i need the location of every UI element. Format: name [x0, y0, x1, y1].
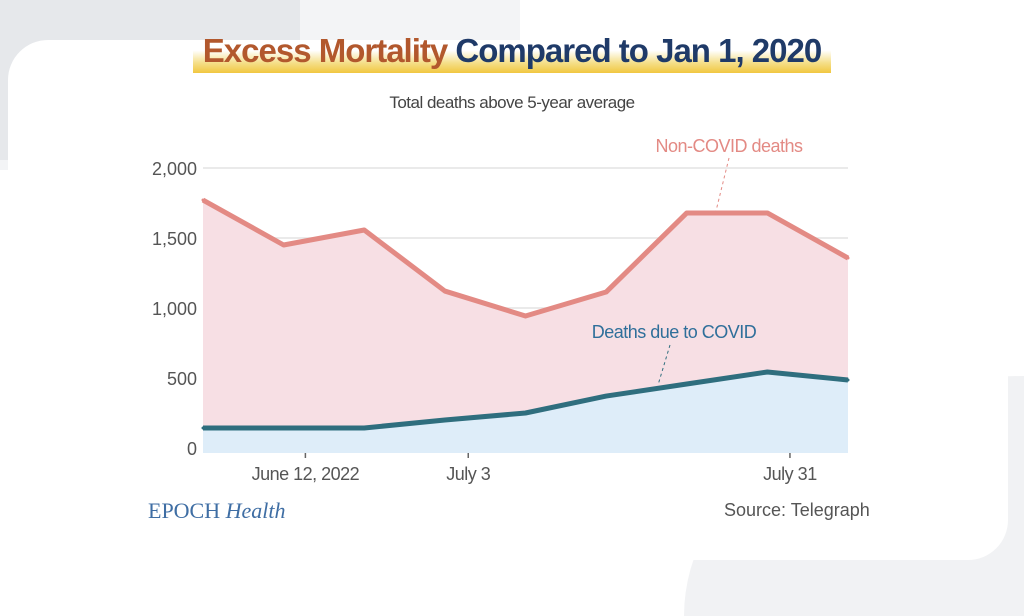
- x-tick-label: July 31: [763, 464, 817, 484]
- title-highlight: Excess Mortality: [202, 32, 448, 69]
- non-covid-area: [203, 200, 848, 428]
- non-covid-point: [443, 289, 447, 293]
- y-tick-label: 2,000: [152, 159, 197, 179]
- chart-subtitle: Total deaths above 5-year average: [389, 93, 635, 112]
- y-tick-label: 0: [187, 439, 197, 459]
- legend-label-non-covid: Non-COVID deaths: [655, 136, 803, 156]
- covid-point: [765, 370, 769, 374]
- covid-point: [846, 378, 850, 382]
- non-covid-point: [604, 290, 608, 294]
- covid-point: [524, 411, 527, 415]
- x-tick-label: July 3: [446, 464, 491, 484]
- covid-area: [203, 371, 848, 453]
- y-tick-label: 1,500: [152, 229, 197, 249]
- non-covid-point: [362, 228, 366, 232]
- logo-product: Health: [225, 498, 286, 523]
- non-covid-point: [765, 211, 769, 215]
- chart-title: Excess Mortality Compared to Jan 1, 2020: [0, 32, 1024, 73]
- covid-point: [201, 426, 205, 430]
- x-tick-label: June 12, 2022: [252, 464, 360, 484]
- title-rest: Compared to Jan 1, 2020: [455, 32, 822, 69]
- non-covid-point: [685, 211, 689, 215]
- source-note: Source: Telegraph: [724, 500, 870, 520]
- covid-point: [282, 426, 286, 430]
- y-tick-label: 1,000: [152, 299, 197, 319]
- covid-point: [362, 426, 366, 430]
- leader-line: [715, 157, 730, 212]
- non-covid-point: [524, 314, 527, 318]
- covid-point: [604, 394, 608, 398]
- covid-point: [443, 418, 447, 422]
- leader-line: [657, 344, 671, 386]
- epoch-health-logo: EPOCH Health: [148, 498, 286, 524]
- non-covid-point: [846, 256, 850, 260]
- logo-brand: EPOCH: [148, 498, 221, 523]
- non-covid-point: [201, 198, 205, 202]
- legend-label-covid: Deaths due to COVID: [592, 322, 757, 342]
- covid-point: [685, 382, 689, 386]
- y-tick-label: 500: [167, 369, 197, 389]
- non-covid-point: [282, 243, 286, 247]
